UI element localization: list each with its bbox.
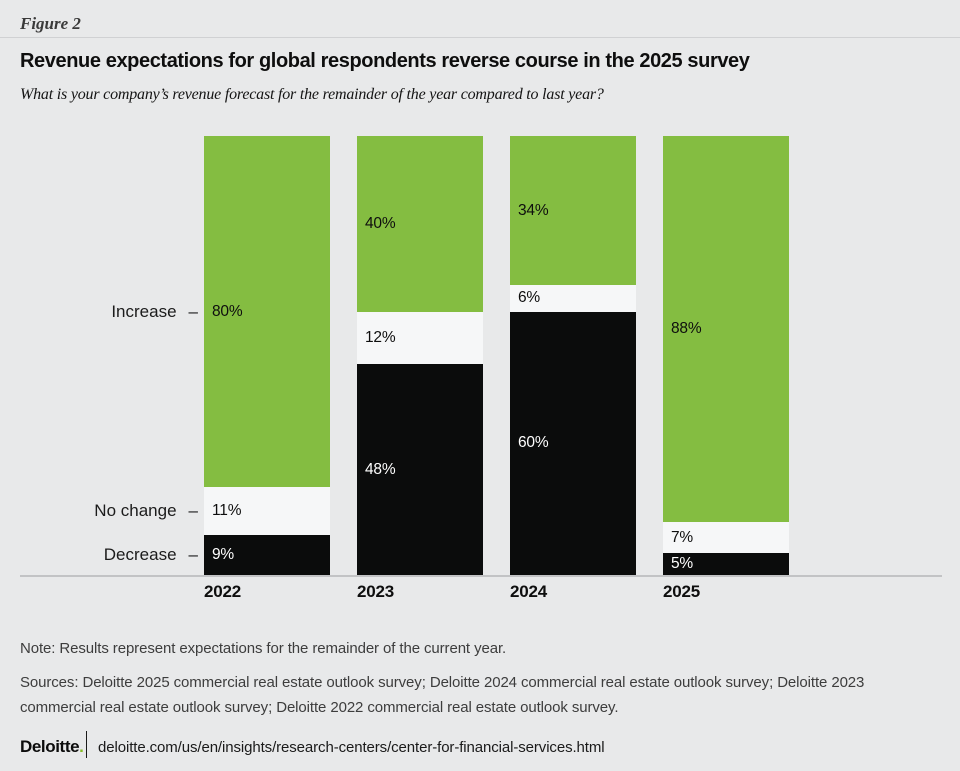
footer-url-link[interactable]: deloitte.com/us/en/insights/research-cen…	[98, 739, 605, 756]
bar-value-2023-increase: 40%	[365, 214, 396, 232]
bar-value-2024-decrease: 60%	[518, 434, 549, 452]
bar-segment-2024-decrease	[510, 311, 636, 575]
bar-segment-2024-no-change	[510, 285, 636, 312]
bar-value-2022-no-change: 11%	[212, 502, 242, 520]
x-axis-line	[20, 575, 942, 577]
note-text: Note: Results represent expectations for…	[20, 640, 507, 657]
survey-question: What is your company’s revenue forecast …	[20, 86, 604, 103]
axis-label-text: No change	[94, 501, 177, 521]
bar-segment-2023-decrease	[357, 364, 483, 575]
sources-text: Sources: Deloitte 2025 commercial real e…	[20, 674, 865, 716]
bar-segment-2022-no-change	[204, 487, 330, 536]
bar-value-2025-increase: 88%	[671, 320, 702, 338]
category-label-2025: 2025	[663, 582, 701, 601]
bar-segment-2023-no-change	[357, 311, 483, 365]
bar-segment-2025-no-change	[663, 522, 789, 554]
axis-label-increase: Increase –	[111, 302, 198, 322]
axis-tick-dash: –	[188, 545, 198, 565]
footer-divider-line	[86, 731, 87, 758]
axis-label-text: Increase	[111, 301, 177, 321]
axis-label-text: Decrease	[103, 545, 177, 565]
bar-value-2023-decrease: 48%	[365, 460, 396, 478]
bar-value-2025-no-change: 7%	[671, 528, 694, 546]
bar-value-2023-no-change: 12%	[365, 328, 396, 346]
figure-label: Figure 2	[20, 14, 81, 33]
deloitte-wordmark: Deloitte	[20, 737, 80, 756]
bar-segment-2024-increase	[510, 136, 636, 286]
bar-value-2022-decrease: 9%	[212, 546, 235, 564]
axis-label-no-change: No change –	[94, 501, 198, 521]
bar-value-2024-increase: 34%	[518, 201, 549, 219]
header-divider-line	[0, 37, 960, 38]
deloitte-logo: Deloitte.	[20, 737, 84, 757]
bar-value-2022-increase: 80%	[212, 302, 243, 320]
axis-label-decrease: Decrease –	[104, 545, 198, 565]
category-label-2023: 2023	[357, 582, 395, 601]
category-label-2022: 2022	[204, 582, 242, 601]
bar-segment-2025-increase	[663, 136, 789, 523]
bar-segment-2025-decrease	[663, 553, 789, 575]
bar-value-2025-decrease: 5%	[671, 555, 694, 573]
axis-tick-dash: –	[188, 301, 198, 321]
axis-tick-dash: –	[188, 501, 198, 521]
bar-value-2024-no-change: 6%	[518, 289, 541, 307]
bar-segment-2023-increase	[357, 136, 483, 312]
deloitte-green-dot: .	[79, 737, 84, 756]
bar-segment-2022-decrease	[204, 535, 330, 575]
chart-title: Revenue expectations for global responde…	[20, 50, 750, 72]
bar-segment-2022-increase	[204, 136, 330, 488]
category-label-2024: 2024	[510, 582, 548, 601]
